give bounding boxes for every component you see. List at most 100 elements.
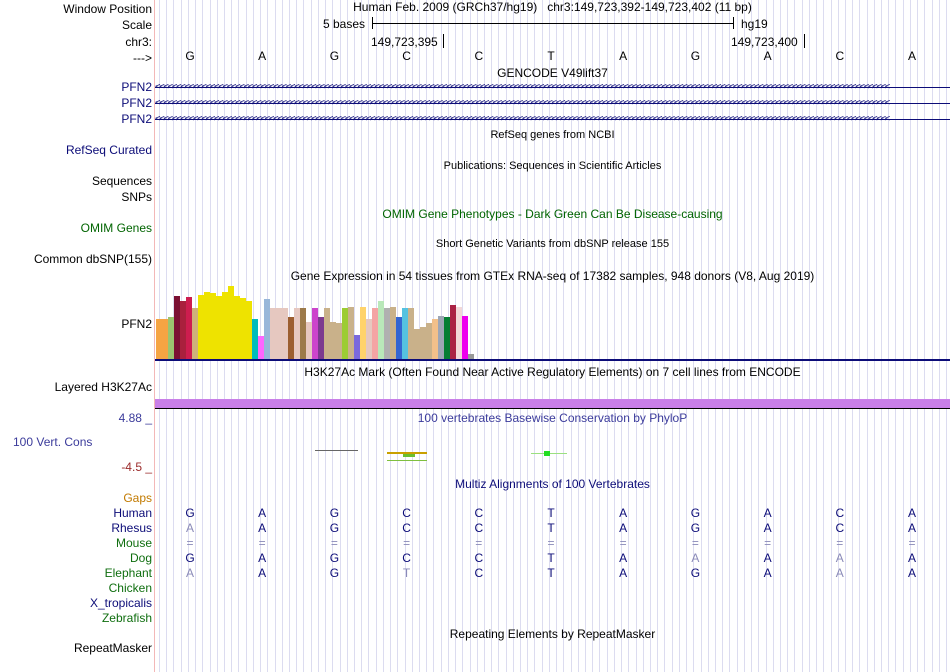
gtex-tissue-bar[interactable] — [174, 296, 180, 360]
gtex-tissue-bar[interactable] — [378, 301, 384, 360]
gencode-transcript-1[interactable]: <<<<<<<<<<<<<<<<<<<<<<<<<<<<<<<<<<<<<<<<… — [155, 80, 950, 94]
gtex-tissue-bar[interactable] — [246, 301, 252, 360]
omim-genes-label[interactable]: OMIM Genes — [80, 221, 152, 235]
gtex-tissue-bar[interactable] — [180, 301, 186, 360]
coord-tick-2 — [804, 34, 805, 48]
alignment-base: = — [764, 536, 772, 550]
gtex-tissue-bar[interactable] — [288, 317, 294, 360]
gencode-gene-label-1[interactable]: PFN2 — [121, 80, 152, 94]
scale-label[interactable]: Scale — [121, 18, 152, 32]
gridline — [823, 0, 825, 672]
gtex-tissue-bar[interactable] — [258, 336, 264, 360]
gtex-tissue-bar[interactable] — [306, 322, 312, 360]
gtex-tissue-bar[interactable] — [240, 298, 246, 360]
gtex-tissue-bar[interactable] — [342, 308, 348, 360]
snps-label[interactable]: SNPs — [121, 190, 152, 204]
species-human-label[interactable]: Human — [113, 506, 152, 520]
gtex-tissue-bar[interactable] — [276, 308, 282, 360]
gtex-tissue-bar[interactable] — [438, 316, 444, 360]
phylop-mark-2b — [403, 454, 415, 457]
gtex-tissue-bar[interactable] — [228, 286, 234, 360]
gtex-tissue-bar[interactable] — [360, 307, 366, 360]
phylop-track-label[interactable]: 100 Vert. Cons — [13, 435, 93, 449]
alignment-base: C — [402, 521, 411, 535]
chrom-label[interactable]: chr3: — [125, 35, 152, 49]
track-image-area[interactable]: Human Feb. 2009 (GRCh37/hg19) chr3:149,7… — [155, 0, 950, 672]
gtex-tissue-bar[interactable] — [222, 292, 228, 360]
gtex-tissue-bar[interactable] — [300, 308, 306, 360]
gtex-bar-chart[interactable] — [155, 283, 950, 360]
gtex-tissue-bar[interactable] — [432, 319, 438, 360]
window-position-label[interactable]: Window Position — [63, 2, 152, 16]
refseq-curated-label[interactable]: RefSeq Curated — [65, 143, 152, 157]
gtex-tissue-bar[interactable] — [330, 322, 336, 360]
gtex-tissue-bar[interactable] — [198, 295, 204, 360]
gtex-tissue-bar[interactable] — [414, 329, 420, 360]
strand-label[interactable]: ---> — [133, 51, 152, 65]
gencode-transcript-2[interactable]: <<<<<<<<<<<<<<<<<<<<<<<<<<<<<<<<<<<<<<<<… — [155, 96, 950, 110]
dna-base: G — [690, 49, 701, 63]
gtex-tissue-bar[interactable] — [366, 319, 372, 360]
gtex-tissue-bar[interactable] — [216, 296, 222, 360]
gtex-tissue-bar[interactable] — [462, 316, 468, 360]
species-xtropicalis-label[interactable]: X_tropicalis — [89, 596, 152, 610]
species-rhesus-label[interactable]: Rhesus — [111, 521, 152, 535]
gtex-tissue-bar[interactable] — [234, 296, 240, 360]
gtex-tissue-bar[interactable] — [348, 307, 354, 360]
gtex-tissue-bar[interactable] — [270, 308, 276, 360]
gtex-tissue-bar[interactable] — [168, 317, 174, 360]
h3k27ac-signal[interactable] — [155, 399, 950, 408]
alignment-base: G — [690, 566, 701, 580]
gtex-tissue-bar[interactable] — [252, 319, 258, 360]
gtex-tissue-bar[interactable] — [372, 308, 378, 360]
dbsnp-label[interactable]: Common dbSNP(155) — [33, 252, 152, 266]
scale-bar — [372, 23, 733, 24]
gtex-tissue-bar[interactable] — [444, 317, 450, 360]
species-dog-label[interactable]: Dog — [129, 551, 152, 565]
species-zebrafish-label[interactable]: Zebrafish — [101, 611, 152, 625]
gtex-tissue-bar[interactable] — [426, 323, 432, 360]
track-labels-panel: Window Position Scale chr3: ---> PFN2 PF… — [0, 0, 154, 672]
gaps-label[interactable]: Gaps — [123, 491, 152, 505]
gtex-tissue-bar[interactable] — [192, 308, 198, 360]
gtex-tissue-bar[interactable] — [318, 317, 324, 360]
sequences-label[interactable]: Sequences — [91, 174, 152, 188]
gridline — [816, 0, 817, 672]
gtex-tissue-bar[interactable] — [210, 293, 216, 360]
gtex-tissue-bar[interactable] — [456, 307, 462, 360]
gtex-tissue-bar[interactable] — [204, 292, 210, 360]
gtex-tissue-bar[interactable] — [312, 308, 318, 360]
gencode-gene-label-3[interactable]: PFN2 — [121, 112, 152, 126]
h3k27ac-label[interactable]: Layered H3K27Ac — [54, 380, 152, 394]
gridline — [483, 0, 485, 672]
species-chicken-label[interactable]: Chicken — [108, 581, 152, 595]
gtex-tissue-bar[interactable] — [384, 308, 390, 360]
gtex-tissue-bar[interactable] — [390, 307, 396, 360]
repeatmasker-label[interactable]: RepeatMasker — [73, 641, 152, 655]
gtex-tissue-bar[interactable] — [264, 299, 270, 360]
gencode-transcript-3[interactable]: <<<<<<<<<<<<<<<<<<<<<<<<<<<<<<<<<<<<<<<<… — [155, 112, 950, 126]
gtex-tissue-bar[interactable] — [156, 319, 162, 360]
gtex-tissue-bar[interactable] — [186, 297, 192, 360]
gtex-tissue-bar[interactable] — [336, 323, 342, 360]
alignment-base: A — [835, 566, 844, 580]
gtex-gene-label[interactable]: PFN2 — [121, 317, 152, 331]
species-elephant-label[interactable]: Elephant — [104, 566, 152, 580]
gtex-tissue-bar[interactable] — [468, 354, 474, 360]
gtex-tissue-bar[interactable] — [408, 308, 414, 360]
gridline — [650, 0, 651, 672]
gtex-tissue-bar[interactable] — [162, 319, 168, 360]
gencode-gene-label-2[interactable]: PFN2 — [121, 96, 152, 110]
gtex-tissue-bar[interactable] — [396, 317, 402, 360]
gtex-tissue-bar[interactable] — [354, 335, 360, 360]
gridline — [534, 0, 536, 672]
gtex-tissue-bar[interactable] — [324, 308, 330, 360]
gtex-tissue-bar[interactable] — [282, 308, 288, 360]
alignment-base: T — [547, 566, 555, 580]
species-mouse-label[interactable]: Mouse — [115, 536, 152, 550]
gtex-tissue-bar[interactable] — [450, 305, 456, 360]
gridline — [657, 0, 659, 672]
gtex-tissue-bar[interactable] — [294, 308, 300, 360]
gtex-tissue-bar[interactable] — [420, 327, 426, 360]
gtex-tissue-bar[interactable] — [402, 308, 408, 360]
